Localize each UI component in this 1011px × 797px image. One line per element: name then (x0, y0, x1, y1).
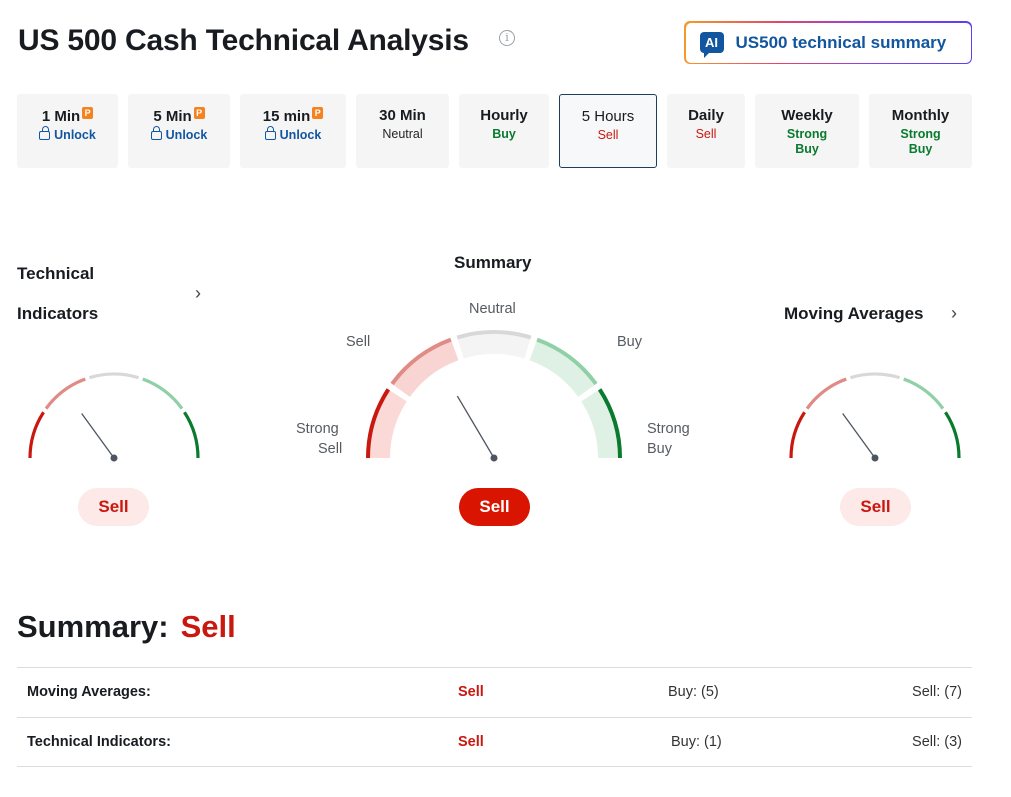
gauge-segment-buy (536, 337, 598, 386)
gauge-segment-sell (390, 337, 452, 386)
gauge-segment-strong-sell (28, 411, 45, 459)
tab-signal: Buy (492, 127, 516, 141)
gauge-needle-hub (871, 454, 879, 462)
ai-button-label: US500 technical summary (735, 32, 947, 52)
summary-table: Moving Averages: Sell Buy: (5) Sell: (7)… (17, 667, 972, 767)
ai-technical-summary-button[interactable]: AI US500 technical summary (684, 21, 972, 64)
info-icon[interactable]: i (499, 30, 515, 46)
gauge-needle (81, 413, 115, 459)
moving-averages-title[interactable]: Moving Averages (784, 304, 924, 323)
row-signal: Sell (458, 734, 484, 750)
summary-gauge (366, 330, 622, 462)
lock-icon (150, 126, 162, 140)
row-buy-count: Buy: (5) (668, 684, 719, 700)
tab-label: 1 Min (41, 108, 81, 125)
tab-15-min[interactable]: 15 min P Unlock (240, 94, 346, 168)
summary-gauge-title: Summary (454, 253, 532, 272)
unlock-link[interactable]: Unlock (17, 126, 118, 143)
gauge-label-strong-sell-1: Strong (296, 421, 339, 437)
chevron-right-icon[interactable]: › (195, 283, 201, 303)
row-name: Technical Indicators: (27, 734, 171, 750)
page-title: US 500 Cash Technical Analysis (18, 24, 469, 57)
premium-icon: P (82, 107, 94, 119)
tab-hourly[interactable]: Hourly Buy (459, 94, 549, 168)
tab-label: 5 Hours (581, 108, 635, 125)
moving-averages-signal-badge: Sell (840, 488, 911, 526)
lock-icon (39, 126, 51, 140)
tab-label: Monthly (891, 107, 950, 124)
gauge-segment-strong-sell (789, 411, 806, 459)
unlock-link[interactable]: Unlock (128, 126, 230, 143)
tab-signal: Neutral (382, 127, 423, 141)
gauge-label-buy: Buy (617, 334, 642, 350)
moving-averages-gauge (789, 372, 961, 462)
summary-heading: Summary: Sell (17, 609, 236, 644)
tab-signal: Strong Buy (786, 127, 828, 156)
tab-label: Daily (688, 107, 724, 124)
tab-weekly[interactable]: Weekly Strong Buy (755, 94, 859, 168)
tab-30-min[interactable]: 30 Min Neutral (356, 94, 449, 168)
tab-5-min[interactable]: 5 Min P Unlock (128, 94, 230, 168)
gauge-band-strong-buy (581, 389, 620, 458)
technical-indicators-signal-badge: Sell (78, 488, 149, 526)
gauge-band-neutral (457, 332, 531, 359)
gauge-label-neutral: Neutral (469, 301, 516, 317)
chevron-right-icon[interactable]: › (951, 303, 957, 323)
premium-icon: P (312, 107, 324, 119)
technical-indicators-title-line1[interactable]: Technical (17, 264, 95, 283)
gauge-segment-strong-buy (597, 388, 622, 459)
table-row: Technical Indicators: Sell Buy: (1) Sell… (17, 717, 972, 767)
summary-value: Sell (180, 609, 236, 644)
gauge-label-strong-buy-1: Strong (647, 421, 690, 437)
gauge-segment-neutral (456, 330, 532, 340)
premium-icon: P (193, 107, 205, 119)
gauge-band-sell (392, 339, 459, 397)
gauge-needle (842, 413, 876, 459)
gauge-needle-hub (110, 454, 118, 462)
gauge-label-sell: Sell (346, 334, 371, 350)
gauge-segment-sell (44, 377, 86, 410)
gauge-segment-strong-sell (366, 388, 391, 459)
summary-signal-badge: Sell (459, 488, 530, 526)
technical-indicators-title-line2[interactable]: Indicators (17, 304, 99, 323)
row-signal: Sell (458, 684, 484, 700)
row-sell-count: Sell: (7) (912, 684, 962, 700)
tab-monthly[interactable]: Monthly Strong Buy (869, 94, 972, 168)
gauge-needle-hub (490, 454, 498, 462)
gauge-needle (456, 395, 495, 459)
tab-1-min[interactable]: 1 Min P Unlock (17, 94, 118, 168)
row-buy-count: Buy: (1) (671, 734, 722, 750)
gauge-segment-neutral (88, 372, 140, 380)
tab-signal: Sell (695, 127, 717, 141)
lock-icon (264, 126, 276, 140)
tab-signal: Strong Buy (900, 127, 941, 156)
tab-5-hours[interactable]: 5 Hours Sell (559, 94, 657, 168)
gauge-segment-buy (903, 377, 945, 410)
tab-daily[interactable]: Daily Sell (667, 94, 745, 168)
gauge-segment-strong-buy (183, 411, 200, 459)
gauge-segment-strong-buy (944, 411, 961, 459)
tab-label: Weekly (781, 107, 833, 124)
gauge-band-strong-sell (368, 389, 407, 458)
tab-label: Hourly (480, 107, 528, 124)
unlock-link[interactable]: Unlock (240, 126, 346, 143)
gauge-segment-buy (142, 377, 184, 410)
row-sell-count: Sell: (3) (912, 734, 962, 750)
table-row: Moving Averages: Sell Buy: (5) Sell: (7) (17, 667, 972, 717)
ai-icon: AI (699, 32, 724, 58)
gauge-label-strong-buy-2: Buy (647, 441, 672, 457)
gauge-band-buy (529, 339, 596, 397)
tab-label: 30 Min (379, 107, 426, 124)
tab-signal: Sell (597, 128, 619, 142)
gauge-label-strong-sell-2: Sell (318, 441, 343, 457)
technical-indicators-gauge (28, 372, 200, 462)
gauge-segment-sell (805, 377, 847, 410)
row-name: Moving Averages: (27, 684, 151, 700)
gauge-segment-neutral (849, 372, 901, 380)
tab-label: 15 min (262, 108, 311, 125)
tab-label: 5 Min (153, 108, 192, 125)
